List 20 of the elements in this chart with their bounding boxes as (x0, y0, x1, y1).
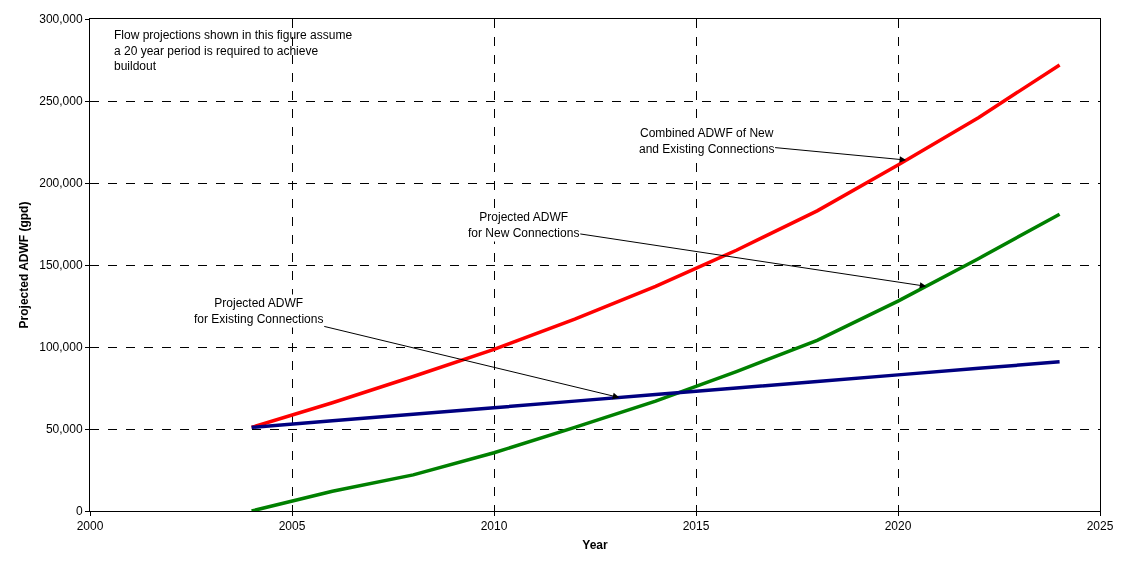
y-tick-label: 250,000 (39, 94, 83, 109)
x-tick-label: 2015 (682, 519, 710, 534)
x-tick-label: 2020 (884, 519, 912, 534)
y-tick-label: 50,000 (45, 422, 83, 437)
x-tick-label: 2025 (1086, 519, 1114, 534)
annotation: Combined ADWF of New and Existing Connections (639, 126, 775, 156)
x-tick-label: 2005 (278, 519, 306, 534)
annotation: Projected ADWF for New Connections (468, 210, 580, 240)
x-axis-title: Year (582, 538, 609, 553)
annotation: Projected ADWF for Existing Connections (194, 296, 324, 326)
line-series (249, 360, 1062, 430)
x-tick-label: 2000 (76, 519, 104, 534)
y-tick-label: 200,000 (39, 176, 83, 191)
x-tick-label: 2010 (480, 519, 508, 534)
y-tick-label: 300,000 (39, 12, 83, 27)
y-tick-label: 100,000 (39, 340, 83, 355)
y-tick-label: 150,000 (39, 258, 83, 273)
y-axis-title: Projected ADWF (gpd) (16, 201, 31, 329)
annotation: Flow projections shown in this figure assume a 20 year period is required to achieve buildout (114, 28, 353, 74)
y-tick-label: 0 (75, 504, 83, 519)
